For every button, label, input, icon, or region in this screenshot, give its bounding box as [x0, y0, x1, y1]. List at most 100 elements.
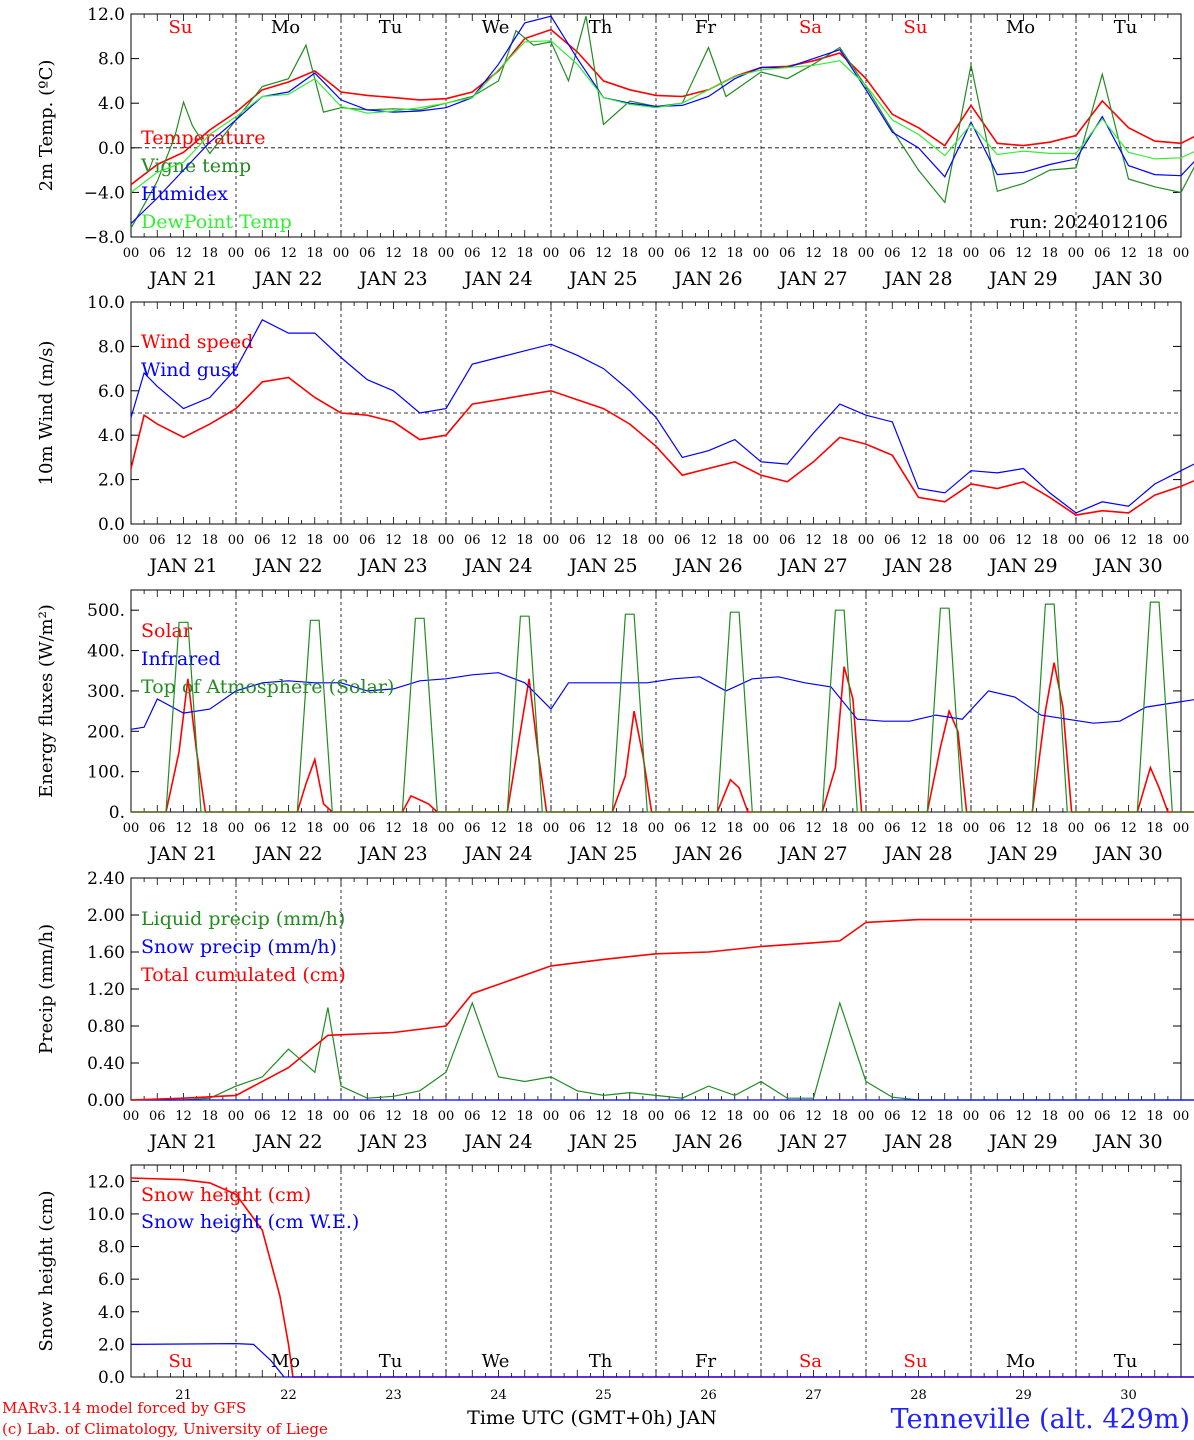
hour-tick-label: 06: [149, 246, 166, 261]
hour-tick-label: 00: [648, 533, 665, 548]
hour-tick-label: 00: [753, 533, 770, 548]
hour-tick-label: 12: [910, 821, 927, 836]
series-line-energy-2: [131, 601, 1194, 813]
hour-tick-label: 18: [621, 246, 638, 261]
hour-tick-label: 18: [201, 533, 218, 548]
hour-tick-label: 12: [595, 1109, 612, 1124]
series-line-precip-2: [130, 918, 1194, 1101]
series-line-wind-1: [130, 318, 1194, 514]
day-number-label: 25: [595, 1388, 612, 1403]
weekday-label: Mo: [1006, 17, 1035, 38]
hour-tick-label: 00: [438, 821, 455, 836]
y-tick-label: 6.0: [98, 382, 125, 402]
y-tick-label: 12.0: [87, 5, 125, 25]
hour-tick-label: 06: [989, 246, 1006, 261]
weekday-label: We: [482, 1351, 510, 1372]
hour-tick-label: 18: [516, 533, 533, 548]
hour-tick-label: 18: [306, 821, 323, 836]
hour-tick-label: 06: [989, 1109, 1006, 1124]
hour-tick-label: 06: [254, 1109, 271, 1124]
hour-tick-label: 18: [516, 246, 533, 261]
hour-tick-label: 18: [306, 533, 323, 548]
weekday-label: Mo: [1006, 1351, 1035, 1372]
hour-tick-label: 00: [753, 246, 770, 261]
hour-tick-label: 06: [884, 1109, 901, 1124]
date-label: JAN 23: [357, 843, 427, 865]
hour-tick-label: 00: [963, 1109, 980, 1124]
y-axis-label: Precip (mm/h): [36, 924, 57, 1054]
legend-label: Temperature: [141, 127, 265, 149]
y-tick-label: 1.60: [87, 943, 125, 963]
date-label: JAN 24: [462, 268, 532, 290]
date-label: JAN 30: [1092, 555, 1162, 577]
hour-tick-label: 06: [1094, 533, 1111, 548]
hour-tick-label: 18: [1041, 1109, 1058, 1124]
station-name: Tenneville (alt. 429m): [891, 1404, 1190, 1435]
date-label: JAN 25: [567, 1131, 637, 1153]
day-number-label: 28: [910, 1388, 927, 1403]
hour-tick-label: 12: [700, 533, 717, 548]
y-tick-label: 8.0: [98, 337, 125, 357]
hour-tick-label: 06: [674, 533, 691, 548]
hour-tick-label: 18: [726, 1109, 743, 1124]
hour-tick-label: 00: [858, 1109, 875, 1124]
date-label: JAN 22: [252, 555, 322, 577]
hour-tick-label: 00: [963, 533, 980, 548]
hour-tick-label: 00: [1173, 821, 1190, 836]
legend-label: Wind speed: [141, 331, 253, 353]
weekday-label: Su: [904, 17, 928, 38]
hour-tick-label: 00: [228, 533, 245, 548]
hour-tick-label: 18: [1041, 246, 1058, 261]
date-label: JAN 27: [777, 1131, 847, 1153]
hour-tick-label: 06: [779, 533, 796, 548]
hour-tick-label: 06: [989, 821, 1006, 836]
hour-tick-label: 18: [411, 821, 428, 836]
date-label: JAN 21: [147, 555, 217, 577]
hour-tick-label: 06: [1094, 246, 1111, 261]
date-label: JAN 27: [777, 268, 847, 290]
hour-tick-label: 12: [175, 533, 192, 548]
weekday-label: Th: [589, 17, 613, 38]
hour-tick-label: 12: [805, 1109, 822, 1124]
series-line-temperature-3: [130, 40, 1194, 193]
hour-tick-label: 06: [359, 1109, 376, 1124]
hour-tick-label: 18: [936, 1109, 953, 1124]
hour-tick-label: 18: [411, 1109, 428, 1124]
hour-tick-label: 18: [1146, 533, 1163, 548]
date-label: JAN 28: [882, 1131, 952, 1153]
hour-tick-label: 00: [858, 246, 875, 261]
hour-tick-label: 00: [123, 821, 140, 836]
hour-tick-label: 00: [648, 821, 665, 836]
weekday-label: We: [482, 17, 510, 38]
y-tick-label: 12.0: [87, 1172, 125, 1192]
panel-wind: 0.0 2.0 4.0 6.0 8.0 10.0 10m Wind (m/s) 00 06 12 1…: [36, 293, 1194, 577]
hour-tick-label: 12: [175, 246, 192, 261]
hour-tick-label: 18: [411, 246, 428, 261]
date-label: JAN 28: [882, 268, 952, 290]
hour-tick-label: 12: [175, 821, 192, 836]
hour-tick-label: 06: [1094, 1109, 1111, 1124]
panel-snow: 0.0 2.0 4.0 6.0 8.0 10.0 12.0 Snow height (cm) 2…: [36, 1164, 1194, 1403]
hour-tick-label: 06: [884, 533, 901, 548]
hour-tick-label: 06: [149, 821, 166, 836]
legend-label: Liquid precip (mm/h): [141, 908, 345, 930]
hour-tick-label: 12: [1015, 821, 1032, 836]
hour-tick-label: 18: [201, 821, 218, 836]
hour-tick-label: 18: [411, 533, 428, 548]
hour-tick-label: 12: [280, 821, 297, 836]
hour-tick-label: 18: [201, 1109, 218, 1124]
hour-tick-label: 06: [779, 821, 796, 836]
date-label: JAN 30: [1092, 843, 1162, 865]
hour-tick-label: 06: [569, 533, 586, 548]
date-label: JAN 21: [147, 268, 217, 290]
hour-tick-label: 00: [123, 1109, 140, 1124]
hour-tick-label: 00: [123, 246, 140, 261]
hour-tick-label: 12: [280, 1109, 297, 1124]
y-tick-label: 10.0: [87, 1205, 125, 1225]
hour-tick-label: 00: [543, 1109, 560, 1124]
hour-tick-label: 18: [831, 533, 848, 548]
date-label: JAN 23: [357, 268, 427, 290]
date-label: JAN 22: [252, 268, 322, 290]
date-label: JAN 22: [252, 1131, 322, 1153]
